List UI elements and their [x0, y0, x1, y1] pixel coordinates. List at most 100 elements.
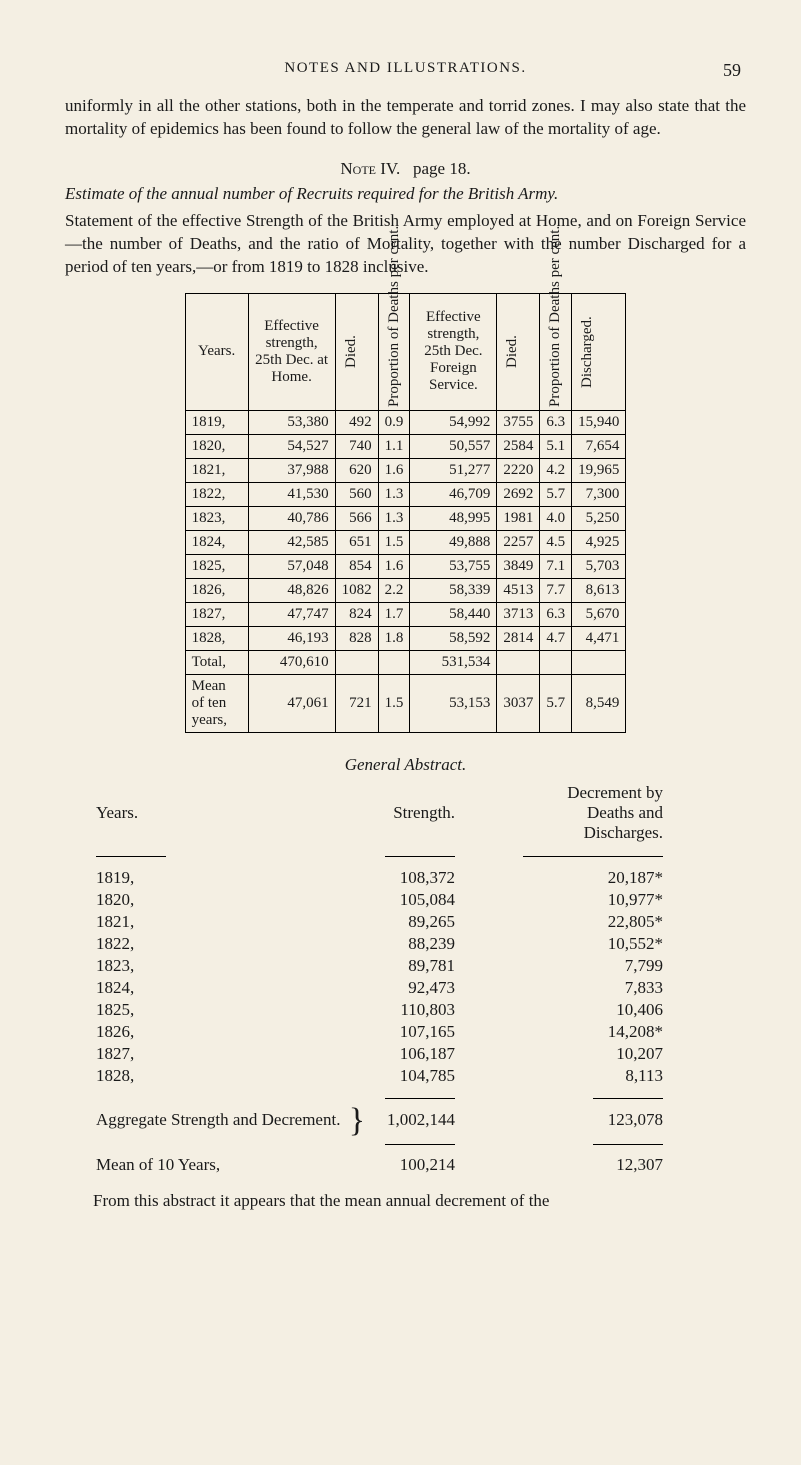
cell-eff-foreign: 58,440 [410, 602, 497, 626]
abstract-aggregate-row: Aggregate Strength and Decrement. } 1,00… [88, 1109, 723, 1132]
cell-prop-foreign: 4.5 [540, 530, 572, 554]
cell-prop-foreign: 4.7 [540, 626, 572, 650]
cell-eff-home: 46,193 [248, 626, 335, 650]
cell-died-foreign: 2584 [497, 434, 540, 458]
abstract-year: 1826, [88, 1021, 377, 1043]
abstract-row: 1823,89,7817,799 [88, 955, 723, 977]
estimate-text: Estimate of the annual number of Recruit… [65, 184, 558, 203]
cell-discharged: 8,613 [572, 578, 626, 602]
cell-died-home: 651 [335, 530, 378, 554]
note-page-ref: page 18. [413, 159, 471, 178]
abstract-row: 1824,92,4737,833 [88, 977, 723, 999]
cell-eff-foreign: 46,709 [410, 482, 497, 506]
abstract-row: 1821,89,26522,805* [88, 911, 723, 933]
cell-year: 1826, [185, 578, 248, 602]
cell-eff-foreign: 54,992 [410, 410, 497, 434]
estimate-title: Estimate of the annual number of Recruit… [65, 183, 746, 206]
table-row: 1822,41,5305601.346,70926925.77,300 [185, 482, 626, 506]
col-died-home: Died. [335, 293, 378, 410]
cell-eff-foreign: 58,592 [410, 626, 497, 650]
cell-eff-home: 57,048 [248, 554, 335, 578]
cell-year: 1824, [185, 530, 248, 554]
cell-died-foreign: 3755 [497, 410, 540, 434]
table-row: 1827,47,7478241.758,44037136.35,670 [185, 602, 626, 626]
cell-died-home: 620 [335, 458, 378, 482]
cell-year: 1825, [185, 554, 248, 578]
aggregate-strength: 1,002,144 [377, 1109, 515, 1132]
cell-year: 1827, [185, 602, 248, 626]
cell-year: 1828, [185, 626, 248, 650]
abstract-strength: 92,473 [377, 977, 515, 999]
cell-died-home: 1082 [335, 578, 378, 602]
cell-prop-foreign: 5.7 [540, 482, 572, 506]
running-head: NOTES AND ILLUSTRATIONS. [65, 60, 746, 77]
table-header-row: Years. Effective strength, 25th Dec. at … [185, 293, 626, 410]
abstract-strength: 88,239 [377, 933, 515, 955]
cell-prop-home: 1.6 [378, 554, 410, 578]
brace-icon: } [349, 1111, 365, 1131]
mean-prop-foreign: 5.7 [540, 674, 572, 732]
abstract-decrement: 14,208* [515, 1021, 723, 1043]
cell-died-foreign: 3713 [497, 602, 540, 626]
cell-eff-home: 48,826 [248, 578, 335, 602]
cell-died-foreign: 1981 [497, 506, 540, 530]
total-label: Total, [185, 650, 248, 674]
cell-eff-foreign: 58,339 [410, 578, 497, 602]
cell-eff-home: 37,988 [248, 458, 335, 482]
abstract-col-years: Years. [88, 781, 377, 845]
mean-died-foreign: 3037 [497, 674, 540, 732]
abstract-year: 1819, [88, 867, 377, 889]
abstract-row: 1826,107,16514,208* [88, 1021, 723, 1043]
table-row: 1826,48,82610822.258,33945137.78,613 [185, 578, 626, 602]
table-row: 1825,57,0488541.653,75538497.15,703 [185, 554, 626, 578]
abstract-rule-row [88, 845, 723, 867]
abstract-strength: 89,265 [377, 911, 515, 933]
note-label: Note IV. [340, 159, 400, 178]
cell-prop-foreign: 6.3 [540, 410, 572, 434]
table-row: 1819,53,3804920.954,99237556.315,940 [185, 410, 626, 434]
abstract-year: 1820, [88, 889, 377, 911]
table-total-row: Total, 470,610 531,534 [185, 650, 626, 674]
cell-died-home: 740 [335, 434, 378, 458]
cell-discharged: 5,670 [572, 602, 626, 626]
abstract-rule-row-3 [88, 1132, 723, 1154]
cell-year: 1820, [185, 434, 248, 458]
abstract-mean-row: Mean of 10 Years, 100,214 12,307 [88, 1154, 723, 1176]
abstract-row: 1827,106,18710,207 [88, 1043, 723, 1065]
abstract-mean-strength: 100,214 [377, 1154, 515, 1176]
abstract-decrement: 10,977* [515, 889, 723, 911]
table-row: 1824,42,5856511.549,88822574.54,925 [185, 530, 626, 554]
total-eff-foreign: 531,534 [410, 650, 497, 674]
col-prop-foreign: Proportion of Deaths per cent. [540, 293, 572, 410]
cell-eff-foreign: 50,557 [410, 434, 497, 458]
note-heading: Note IV. page 18. [65, 159, 746, 179]
cell-discharged: 5,250 [572, 506, 626, 530]
cell-discharged: 15,940 [572, 410, 626, 434]
table-row: 1828,46,1938281.858,59228144.74,471 [185, 626, 626, 650]
cell-discharged: 19,965 [572, 458, 626, 482]
table-row: 1821,37,9886201.651,27722204.219,965 [185, 458, 626, 482]
mean-eff-foreign: 53,153 [410, 674, 497, 732]
cell-prop-foreign: 7.1 [540, 554, 572, 578]
abstract-row: 1819,108,37220,187* [88, 867, 723, 889]
mortality-table: Years. Effective strength, 25th Dec. at … [185, 293, 627, 733]
cell-eff-foreign: 51,277 [410, 458, 497, 482]
abstract-strength: 108,372 [377, 867, 515, 889]
abstract-title: General Abstract. [65, 755, 746, 775]
abstract-mean-decrement: 12,307 [515, 1154, 723, 1176]
col-eff-home: Effective strength, 25th Dec. at Home. [248, 293, 335, 410]
cell-eff-home: 53,380 [248, 410, 335, 434]
col-years: Years. [185, 293, 248, 410]
mean-prop-home: 1.5 [378, 674, 410, 732]
cell-prop-foreign: 7.7 [540, 578, 572, 602]
col-eff-foreign: Effective strength, 25th Dec. Foreign Se… [410, 293, 497, 410]
cell-prop-home: 1.6 [378, 458, 410, 482]
cell-prop-foreign: 4.0 [540, 506, 572, 530]
table-row: 1820,54,5277401.150,55725845.17,654 [185, 434, 626, 458]
cell-died-foreign: 2692 [497, 482, 540, 506]
cell-died-home: 566 [335, 506, 378, 530]
cell-prop-home: 1.7 [378, 602, 410, 626]
cell-eff-home: 54,527 [248, 434, 335, 458]
aggregate-label: Aggregate Strength and Decrement. } [88, 1109, 377, 1132]
cell-died-home: 824 [335, 602, 378, 626]
